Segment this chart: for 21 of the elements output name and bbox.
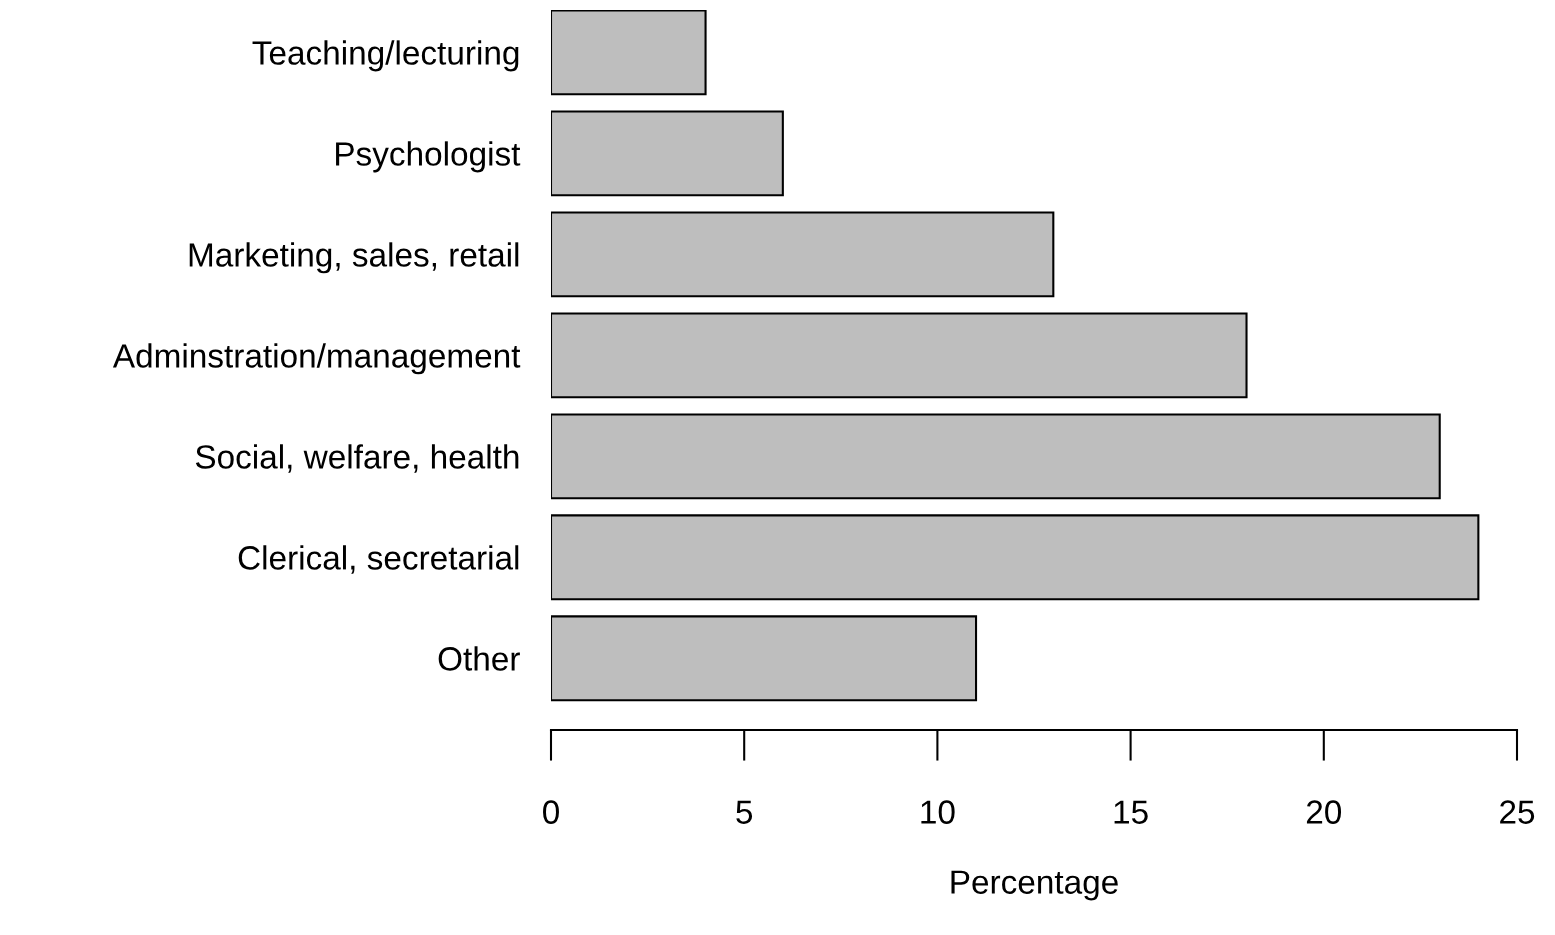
- y-tick-label: Social, welfare, health: [195, 444, 519, 473]
- y-tick-label: Marketing, sales, retail: [189, 242, 519, 274]
- bar: [551, 413, 1441, 500]
- y-tick-label: Other: [438, 646, 520, 671]
- x-tick-label: 0: [543, 800, 559, 824]
- y-tick-label: Clerical, secretarial: [238, 545, 519, 574]
- x-tick-label: 10: [921, 800, 955, 824]
- bar: [551, 615, 978, 702]
- x-tick-label: 20: [1306, 800, 1342, 824]
- y-tick-label: Teaching/lecturing: [252, 40, 519, 72]
- x-tick-label: 15: [1114, 800, 1148, 824]
- bar: [551, 514, 1480, 601]
- y-tick-label: Adminstration/management: [112, 343, 521, 375]
- y-tick-label: Psychologist: [336, 141, 521, 173]
- bar: [551, 312, 1248, 399]
- x-tick-label: 5: [736, 800, 753, 824]
- x-tick-label: 25: [1500, 800, 1535, 824]
- bar: [551, 10, 707, 96]
- bar: [551, 211, 1055, 298]
- x-axis-title: Percentage: [951, 870, 1118, 901]
- bar: [551, 110, 784, 197]
